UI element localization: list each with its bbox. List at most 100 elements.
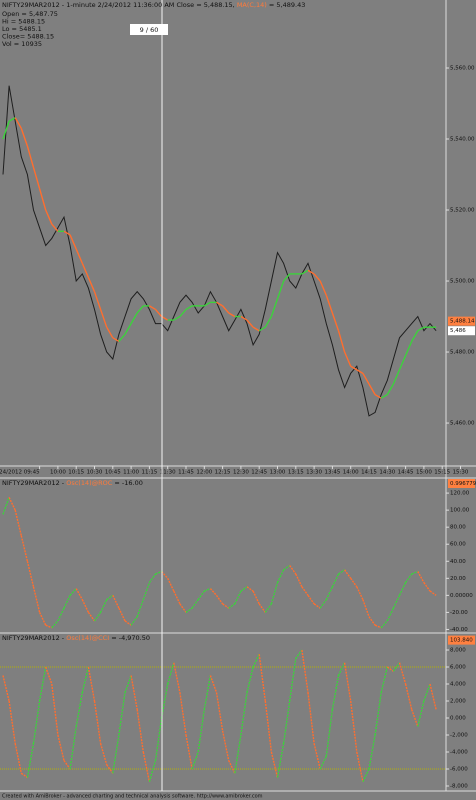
indicator-segment (221, 730, 230, 761)
indicator-segment (350, 365, 358, 371)
indicator-segment (404, 341, 413, 356)
indicator-segment (99, 309, 108, 328)
indicator-segment (343, 351, 352, 367)
indicator-segment (405, 573, 413, 583)
indicator-segment (417, 326, 425, 332)
price-line (2, 85, 437, 417)
indicator-segment (362, 372, 370, 385)
y-tick-label: -20.00 (450, 610, 468, 616)
indicator-segment (8, 700, 16, 744)
y-tick-label: -40.00 (450, 627, 468, 633)
indicator-segment (63, 230, 71, 236)
indicator-segment (197, 709, 205, 753)
indicator-segment (295, 573, 303, 588)
indicator-segment (325, 709, 334, 757)
indicator-segment (264, 603, 272, 613)
indicator-segment (2, 121, 10, 140)
indicator-segment (343, 662, 352, 702)
info-line: Hi = 5488.15 (2, 18, 45, 26)
indicator-segment (429, 590, 437, 596)
x-tick-label: 14:15 (361, 470, 377, 476)
indicator-segment (313, 603, 321, 609)
indicator-segment (374, 394, 382, 399)
indicator-segment (69, 726, 77, 770)
footer: Created with AmiBroker - advanced charti… (2, 794, 263, 800)
indicator-segment (307, 692, 315, 744)
indicator-segment (356, 751, 364, 782)
y-tick-label: 0.00000 (450, 593, 473, 599)
indicator-segment (14, 509, 22, 536)
indicator-segment (240, 315, 248, 321)
last-value-label: 103.840 (450, 638, 473, 644)
indicator-segment (301, 269, 309, 275)
indicator-segment (337, 330, 346, 353)
indicator-segment (32, 167, 41, 189)
x-tick-label: 15:15 (434, 470, 450, 476)
indicator-segment (14, 117, 22, 129)
indicator-segment (87, 277, 96, 292)
indicator-segment (130, 616, 138, 626)
indicator-segment (149, 305, 156, 311)
indicator-segment (26, 561, 35, 587)
x-tick-label: 11:30 (160, 470, 176, 476)
x-tick-label: 13:00 (270, 470, 286, 476)
indicator-segment (112, 734, 120, 774)
last-value-box (448, 635, 475, 645)
indicator-segment (173, 590, 181, 605)
last-value-label: 5,488.14 (450, 319, 475, 325)
indicator-segment (8, 117, 16, 122)
indicator-segment (252, 326, 260, 332)
y-tick-label: 5,560.00 (450, 65, 475, 71)
indicator-segment (209, 588, 218, 596)
x-tick-label: 14:00 (343, 470, 359, 476)
title: NIFTY29MAR2012 - (2, 479, 65, 487)
indicator-segment (301, 586, 309, 596)
y-tick-label: 5,460.00 (450, 421, 475, 427)
x-tick-label: 11:15 (141, 470, 157, 476)
indicator-segment (215, 594, 224, 605)
indicator-segment (331, 573, 340, 588)
x-tick-label: 11:00 (123, 470, 139, 476)
indicator-segment (246, 586, 254, 592)
indicator-segment (191, 751, 199, 770)
indicator-segment (179, 692, 187, 736)
indicator-segment (411, 570, 419, 575)
indicator-segment (276, 569, 285, 583)
x-tick-label: 13:30 (306, 470, 322, 476)
title: NIFTY29MAR2012 - 1-minute 2/24/2012 11:3… (2, 1, 235, 9)
indicator-segment (45, 666, 53, 685)
indicator-segment (222, 603, 230, 609)
indicator-segment (429, 683, 437, 710)
indicator-segment (93, 611, 102, 622)
x-tick-label: 12:30 (233, 470, 249, 476)
indicator-segment (93, 700, 102, 744)
indicator-segment (356, 586, 364, 600)
indicator-segment (228, 603, 236, 609)
indicator-segment (258, 326, 266, 332)
indicator-segment (57, 607, 65, 622)
indicator-segment (203, 675, 212, 710)
indicator-segment (69, 588, 77, 596)
indicator-segment (386, 607, 395, 622)
indicator-segment (99, 743, 108, 765)
indicator-segment (246, 666, 254, 693)
indicator-segment (331, 675, 340, 710)
info-line: Close= 5488.15 (2, 33, 54, 41)
indicator-segment (142, 582, 151, 600)
indicator-segment (142, 751, 151, 782)
indicator-segment (283, 273, 291, 282)
x-tick-label: 11:45 (178, 470, 194, 476)
indicator-segment (350, 577, 358, 588)
indicator-segment (161, 315, 169, 321)
indicator-segment (112, 337, 120, 342)
indicator-segment (325, 294, 334, 314)
x-tick-label: 13:15 (288, 470, 304, 476)
indicator: MA(C,14) (237, 1, 267, 9)
y-tick-label: -4,000 (450, 749, 468, 755)
indicator-segment (185, 734, 193, 770)
y-tick-label: 2,000 (450, 698, 466, 704)
indicator-segment (191, 599, 199, 609)
indicator-segment (295, 649, 303, 659)
indicator-segment (392, 369, 401, 385)
